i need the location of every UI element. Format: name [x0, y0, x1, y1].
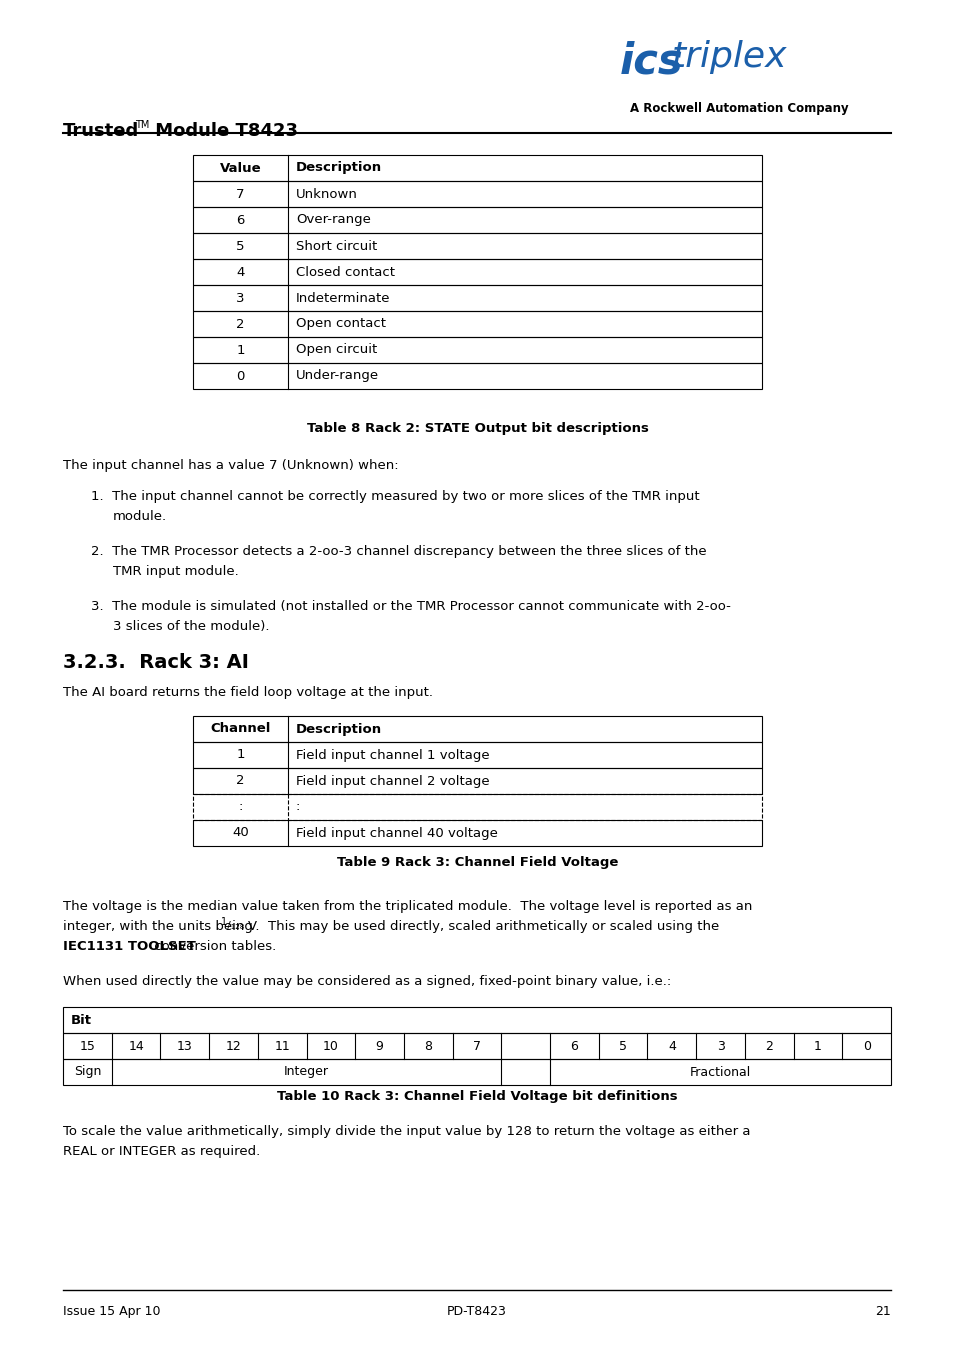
Bar: [193, 820, 761, 846]
Text: PD-T8423: PD-T8423: [447, 1305, 506, 1319]
Text: Description: Description: [295, 723, 382, 735]
Text: 40: 40: [232, 827, 249, 839]
Text: IEC1131 TOOLSET: IEC1131 TOOLSET: [63, 940, 195, 952]
Text: 3: 3: [236, 292, 245, 304]
Bar: [193, 336, 761, 363]
Bar: [193, 363, 761, 389]
Text: 3.  The module is simulated (not installed or the TMR Processor cannot communica: 3. The module is simulated (not installe…: [91, 600, 730, 613]
Text: 5: 5: [618, 1039, 626, 1052]
Text: Table 8 Rack 2: STATE Output bit descriptions: Table 8 Rack 2: STATE Output bit descrip…: [306, 422, 648, 435]
Text: The voltage is the median value taken from the triplicated module.  The voltage : The voltage is the median value taken fr…: [63, 900, 752, 913]
Bar: [193, 311, 761, 336]
Text: integer, with the units being: integer, with the units being: [63, 920, 257, 934]
Bar: [193, 742, 761, 767]
Text: A Rockwell Automation Company: A Rockwell Automation Company: [629, 101, 848, 115]
Bar: [193, 285, 761, 311]
Text: :: :: [295, 801, 300, 813]
Text: 1: 1: [236, 748, 245, 762]
Text: TM: TM: [135, 120, 150, 130]
Bar: [63, 1034, 890, 1059]
Text: 0: 0: [236, 370, 244, 382]
Text: 14: 14: [128, 1039, 144, 1052]
Text: Module T8423: Module T8423: [149, 122, 297, 141]
Text: 1: 1: [221, 917, 227, 927]
Bar: [193, 181, 761, 207]
Text: Over-range: Over-range: [295, 213, 371, 227]
Text: 0: 0: [862, 1039, 870, 1052]
Bar: [193, 207, 761, 232]
Text: triplex: triplex: [671, 41, 786, 74]
Text: 4: 4: [667, 1039, 675, 1052]
Text: 21: 21: [874, 1305, 890, 1319]
Text: 12: 12: [225, 1039, 241, 1052]
Text: The input channel has a value 7 (Unknown) when:: The input channel has a value 7 (Unknown…: [63, 459, 398, 471]
Text: 2: 2: [236, 317, 245, 331]
Text: 2: 2: [236, 774, 245, 788]
Text: Fractional: Fractional: [689, 1066, 750, 1078]
Text: Unknown: Unknown: [295, 188, 357, 200]
Bar: [193, 767, 761, 794]
Text: /₁₂₈: /₁₂₈: [227, 921, 244, 931]
Text: 13: 13: [176, 1039, 193, 1052]
Text: :: :: [238, 801, 242, 813]
Text: Integer: Integer: [284, 1066, 329, 1078]
Text: Field input channel 40 voltage: Field input channel 40 voltage: [295, 827, 497, 839]
Text: The AI board returns the field loop voltage at the input.: The AI board returns the field loop volt…: [63, 686, 433, 698]
Text: 2: 2: [764, 1039, 772, 1052]
Text: 11: 11: [274, 1039, 290, 1052]
Text: Indeterminate: Indeterminate: [295, 292, 390, 304]
Text: ics: ics: [619, 41, 683, 82]
Text: 8: 8: [424, 1039, 432, 1052]
Text: Issue 15 Apr 10: Issue 15 Apr 10: [63, 1305, 160, 1319]
Text: 6: 6: [570, 1039, 578, 1052]
Text: 1: 1: [236, 343, 245, 357]
Text: 15: 15: [79, 1039, 95, 1052]
Text: 3: 3: [716, 1039, 723, 1052]
Text: 7: 7: [473, 1039, 480, 1052]
Text: REAL or INTEGER as required.: REAL or INTEGER as required.: [63, 1146, 260, 1158]
Text: Description: Description: [295, 162, 382, 174]
Text: Sign: Sign: [73, 1066, 101, 1078]
Text: V.  This may be used directly, scaled arithmetically or scaled using the: V. This may be used directly, scaled ari…: [248, 920, 719, 934]
Text: 2.  The TMR Processor detects a 2-oo-3 channel discrepancy between the three sli: 2. The TMR Processor detects a 2-oo-3 ch…: [91, 544, 706, 558]
Text: When used directly the value may be considered as a signed, fixed-point binary v: When used directly the value may be cons…: [63, 975, 671, 988]
Text: 1.  The input channel cannot be correctly measured by two or more slices of the : 1. The input channel cannot be correctly…: [91, 490, 699, 503]
Bar: [193, 259, 761, 285]
Text: 5: 5: [236, 239, 245, 253]
Text: Open contact: Open contact: [295, 317, 386, 331]
Text: 1: 1: [813, 1039, 821, 1052]
Text: 7: 7: [236, 188, 245, 200]
Bar: [193, 716, 761, 742]
Text: Table 10 Rack 3: Channel Field Voltage bit definitions: Table 10 Rack 3: Channel Field Voltage b…: [276, 1090, 677, 1102]
Text: 10: 10: [323, 1039, 338, 1052]
Bar: [193, 794, 761, 820]
Text: module.: module.: [112, 509, 167, 523]
Text: Under-range: Under-range: [295, 370, 378, 382]
Text: Field input channel 2 voltage: Field input channel 2 voltage: [295, 774, 489, 788]
Text: Table 9 Rack 3: Channel Field Voltage: Table 9 Rack 3: Channel Field Voltage: [336, 857, 618, 869]
Text: 9: 9: [375, 1039, 383, 1052]
Bar: [193, 232, 761, 259]
Bar: [63, 1006, 890, 1034]
Text: Short circuit: Short circuit: [295, 239, 376, 253]
Text: 3 slices of the module).: 3 slices of the module).: [112, 620, 269, 634]
Text: Channel: Channel: [210, 723, 271, 735]
Text: 4: 4: [236, 266, 244, 278]
Text: To scale the value arithmetically, simply divide the input value by 128 to retur: To scale the value arithmetically, simpl…: [63, 1125, 750, 1138]
Text: conversion tables.: conversion tables.: [150, 940, 276, 952]
Text: TMR input module.: TMR input module.: [112, 565, 238, 578]
Text: Bit: Bit: [71, 1013, 91, 1027]
Bar: [193, 155, 761, 181]
Text: Value: Value: [219, 162, 261, 174]
Text: 3.2.3.  Rack 3: AI: 3.2.3. Rack 3: AI: [63, 653, 249, 671]
Text: Field input channel 1 voltage: Field input channel 1 voltage: [295, 748, 489, 762]
Bar: [63, 1059, 890, 1085]
Text: Open circuit: Open circuit: [295, 343, 376, 357]
Text: Trusted: Trusted: [63, 122, 139, 141]
Text: 6: 6: [236, 213, 244, 227]
Text: Closed contact: Closed contact: [295, 266, 395, 278]
